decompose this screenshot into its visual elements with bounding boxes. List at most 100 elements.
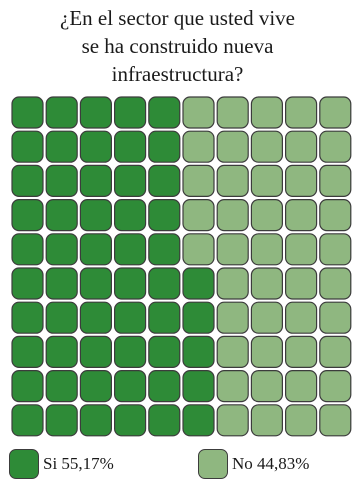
waffle-cell-si: [148, 199, 181, 232]
waffle-cell-si: [45, 199, 78, 232]
waffle-cell-si: [148, 233, 181, 266]
waffle-cell-si: [79, 130, 113, 163]
waffle-cell-si: [79, 404, 113, 437]
waffle-cell-no: [285, 96, 318, 129]
waffle-cell-no: [182, 233, 215, 266]
legend-label-no: No 44,83%: [232, 454, 310, 473]
waffle-cell-no: [250, 130, 283, 163]
legend-item-si: Si 55,17%: [9, 447, 114, 481]
waffle-cell-no: [250, 370, 283, 403]
waffle-cell-si: [113, 335, 147, 368]
waffle-cell-no: [250, 233, 283, 266]
waffle-cell-no: [216, 233, 249, 266]
waffle-cell-no: [250, 199, 283, 232]
waffle-cell-no: [285, 267, 318, 300]
waffle-cell-no: [285, 164, 318, 197]
waffle-cell-si: [45, 335, 78, 368]
legend-swatch-si: [9, 449, 39, 479]
waffle-cell-no: [216, 370, 249, 403]
waffle-cell-si: [148, 404, 181, 437]
waffle-cell-si: [11, 404, 44, 437]
waffle-cell-si: [113, 301, 147, 334]
waffle-cell-si: [148, 96, 181, 129]
waffle-cell-si: [45, 164, 78, 197]
waffle-cell-si: [148, 301, 181, 334]
waffle-cell-si: [148, 370, 181, 403]
waffle-cell-no: [216, 335, 249, 368]
waffle-cell-si: [11, 233, 44, 266]
chart-title-line-2: se ha construido nueva: [81, 34, 274, 58]
waffle-cell-si: [11, 96, 44, 129]
waffle-cell-si: [113, 404, 147, 437]
waffle-cell-si: [45, 267, 78, 300]
waffle-cell-no: [285, 335, 318, 368]
waffle-cell-no: [216, 404, 249, 437]
waffle-cell-si: [113, 96, 147, 129]
waffle-cell-si: [148, 164, 181, 197]
waffle-cell-no: [285, 404, 318, 437]
waffle-cell-no: [216, 164, 249, 197]
waffle-cell-si: [113, 164, 147, 197]
waffle-cell-no: [285, 370, 318, 403]
waffle-cell-si: [113, 370, 147, 403]
waffle-cell-no: [250, 96, 283, 129]
waffle-cell-no: [216, 199, 249, 232]
waffle-cell-no: [319, 267, 352, 300]
waffle-cell-si: [182, 301, 215, 334]
waffle-cell-no: [182, 130, 215, 163]
waffle-cell-no: [182, 199, 215, 232]
waffle-cell-si: [79, 199, 113, 232]
waffle-cell-si: [182, 370, 215, 403]
waffle-cell-no: [285, 233, 318, 266]
waffle-cell-si: [182, 335, 215, 368]
waffle-cell-no: [319, 96, 352, 129]
waffle-cell-no: [182, 96, 215, 129]
waffle-cell-no: [285, 199, 318, 232]
waffle-cell-no: [250, 404, 283, 437]
waffle-cell-si: [45, 96, 78, 129]
waffle-cell-no: [216, 301, 249, 334]
waffle-cell-si: [79, 164, 113, 197]
waffle-cell-si: [148, 130, 181, 163]
waffle-cell-si: [11, 335, 44, 368]
waffle-cell-si: [45, 404, 78, 437]
legend-swatch-no: [198, 449, 228, 479]
waffle-cell-si: [113, 199, 147, 232]
waffle-cell-no: [285, 301, 318, 334]
waffle-cell-no: [319, 335, 352, 368]
waffle-cell-si: [182, 404, 215, 437]
waffle-cell-no: [319, 370, 352, 403]
waffle-cell-no: [216, 96, 249, 129]
waffle-cell-no: [250, 267, 283, 300]
waffle-cell-no: [250, 301, 283, 334]
waffle-cell-si: [113, 130, 147, 163]
waffle-cell-si: [45, 301, 78, 334]
waffle-cell-si: [45, 130, 78, 163]
waffle-cell-no: [216, 267, 249, 300]
waffle-cell-no: [216, 130, 249, 163]
legend-item-no: No 44,83%: [198, 447, 309, 481]
chart-title: ¿En el sector que usted vive se ha const…: [0, 4, 355, 88]
waffle-cell-no: [319, 130, 352, 163]
waffle-cell-no: [319, 301, 352, 334]
waffle-cell-no: [250, 335, 283, 368]
waffle-cell-si: [79, 267, 113, 300]
chart-title-line-3: infraestructura?: [111, 62, 244, 86]
waffle-cell-si: [11, 199, 44, 232]
waffle-cell-si: [79, 335, 113, 368]
waffle-cell-si: [113, 267, 147, 300]
waffle-cell-si: [45, 233, 78, 266]
waffle-cell-si: [79, 233, 113, 266]
waffle-cell-no: [285, 130, 318, 163]
waffle-cell-si: [11, 301, 44, 334]
chart-title-line-1: ¿En el sector que usted vive: [60, 6, 295, 30]
waffle-cell-si: [11, 370, 44, 403]
waffle-cell-no: [182, 164, 215, 197]
waffle-cell-si: [11, 130, 44, 163]
waffle-cell-no: [319, 164, 352, 197]
waffle-cell-si: [148, 267, 181, 300]
waffle-cell-no: [250, 164, 283, 197]
waffle-cell-si: [113, 233, 147, 266]
waffle-cell-si: [11, 164, 44, 197]
waffle-cell-no: [319, 233, 352, 266]
